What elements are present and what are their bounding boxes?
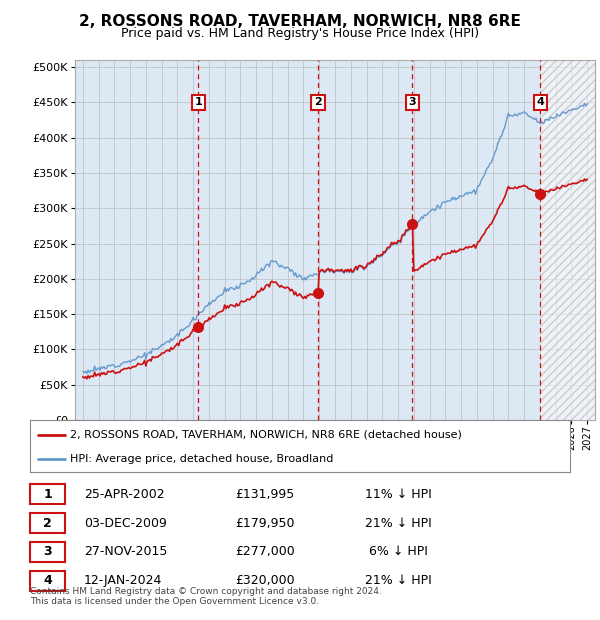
Text: £320,000: £320,000 (235, 574, 295, 587)
Text: 6% ↓ HPI: 6% ↓ HPI (365, 546, 428, 559)
Text: 11% ↓ HPI: 11% ↓ HPI (365, 488, 431, 501)
Text: 12-JAN-2024: 12-JAN-2024 (84, 574, 163, 587)
Text: 1: 1 (43, 488, 52, 501)
Text: 25-APR-2002: 25-APR-2002 (84, 488, 164, 501)
Text: Price paid vs. HM Land Registry's House Price Index (HPI): Price paid vs. HM Land Registry's House … (121, 27, 479, 40)
Text: 4: 4 (536, 97, 544, 107)
Text: Contains HM Land Registry data © Crown copyright and database right 2024.
This d: Contains HM Land Registry data © Crown c… (30, 587, 382, 606)
Text: 21% ↓ HPI: 21% ↓ HPI (365, 516, 431, 529)
Text: 27-NOV-2015: 27-NOV-2015 (84, 546, 167, 559)
Bar (541, 60, 595, 420)
FancyBboxPatch shape (30, 542, 65, 562)
Text: £277,000: £277,000 (235, 546, 295, 559)
Text: 2: 2 (43, 516, 52, 529)
Text: 2, ROSSONS ROAD, TAVERHAM, NORWICH, NR8 6RE (detached house): 2, ROSSONS ROAD, TAVERHAM, NORWICH, NR8 … (71, 430, 463, 440)
Text: 1: 1 (194, 97, 202, 107)
Text: 3: 3 (43, 546, 52, 559)
Text: HPI: Average price, detached house, Broadland: HPI: Average price, detached house, Broa… (71, 454, 334, 464)
FancyBboxPatch shape (30, 484, 65, 504)
Text: 4: 4 (43, 574, 52, 587)
Text: £179,950: £179,950 (235, 516, 295, 529)
Text: 21% ↓ HPI: 21% ↓ HPI (365, 574, 431, 587)
Text: 2, ROSSONS ROAD, TAVERHAM, NORWICH, NR8 6RE: 2, ROSSONS ROAD, TAVERHAM, NORWICH, NR8 … (79, 14, 521, 29)
Text: 2: 2 (314, 97, 322, 107)
FancyBboxPatch shape (30, 513, 65, 533)
Text: 03-DEC-2009: 03-DEC-2009 (84, 516, 167, 529)
FancyBboxPatch shape (30, 570, 65, 590)
Bar (541, 60, 595, 420)
Text: £131,995: £131,995 (235, 488, 295, 501)
Text: 3: 3 (409, 97, 416, 107)
